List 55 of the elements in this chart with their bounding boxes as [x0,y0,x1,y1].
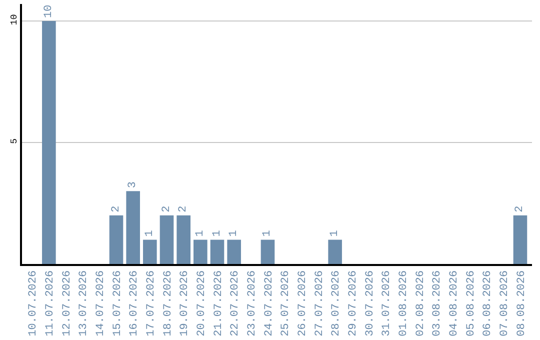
bar [328,240,342,264]
x-tick-label: 10.07.2026 [28,270,40,336]
x-tick-label: 12.07.2026 [61,270,74,336]
x-tick-label: 22.07.2026 [230,270,242,336]
data-label: 1 [262,230,274,237]
bar [109,215,124,264]
data-label: 2 [110,206,122,212]
bar [176,215,190,264]
data-label: 3 [127,181,140,188]
x-tick-label: 26.07.2026 [296,270,309,336]
x-tick-label: 31.07.2026 [381,270,394,336]
x-tick-label: 01.08.2026 [398,270,410,336]
data-label: 10 [42,4,55,18]
x-tick-label: 06.08.2026 [482,270,494,336]
x-tick-label: 20.07.2026 [196,270,208,336]
x-tick-label: 11.07.2026 [44,270,57,336]
data-label: 1 [194,230,206,237]
x-tick-label: 27.07.2026 [314,270,326,336]
bar [513,215,528,264]
x-tick-label: 30.07.2026 [364,270,376,336]
bar [143,240,157,264]
x-tick-label: 18.07.2026 [162,270,174,336]
x-tick-label: 13.07.2026 [78,270,90,336]
x-tick-label: 21.07.2026 [212,270,225,336]
x-tick-label: 07.08.2026 [498,270,511,336]
data-label: 2 [178,206,190,212]
x-tick-label: 17.07.2026 [145,270,158,336]
x-tick-label: 23.07.2026 [246,270,258,336]
x-tick-label: 04.08.2026 [448,270,460,336]
x-tick-label: 16.07.2026 [128,270,141,336]
x-tick-label: 28.07.2026 [330,270,343,336]
x-tick-label: 14.07.2026 [95,270,108,336]
x-tick-label: 05.08.2026 [465,270,478,336]
data-label: 1 [228,230,240,237]
y-tick-label: 5 [9,138,20,144]
x-tick-label: 15.07.2026 [112,270,124,336]
bar [42,21,56,264]
data-label: 1 [211,230,224,237]
bar [227,240,241,264]
bar [126,191,140,264]
x-tick-label: 08.08.2026 [516,270,528,336]
bar [210,240,224,264]
data-label: 2 [514,206,526,212]
x-tick-label: 19.07.2026 [179,270,192,336]
bar [194,240,208,264]
x-tick-label: 03.08.2026 [432,270,444,336]
data-label: 1 [144,230,156,237]
data-label: 2 [160,206,173,212]
data-label: 1 [329,230,342,237]
x-tick-label: 25.07.2026 [280,270,292,336]
bar [260,240,275,264]
x-tick-label: 24.07.2026 [263,270,276,336]
x-tick-label: 02.08.2026 [414,270,427,336]
x-tick-label: 29.07.2026 [347,270,360,336]
bar [160,215,174,264]
